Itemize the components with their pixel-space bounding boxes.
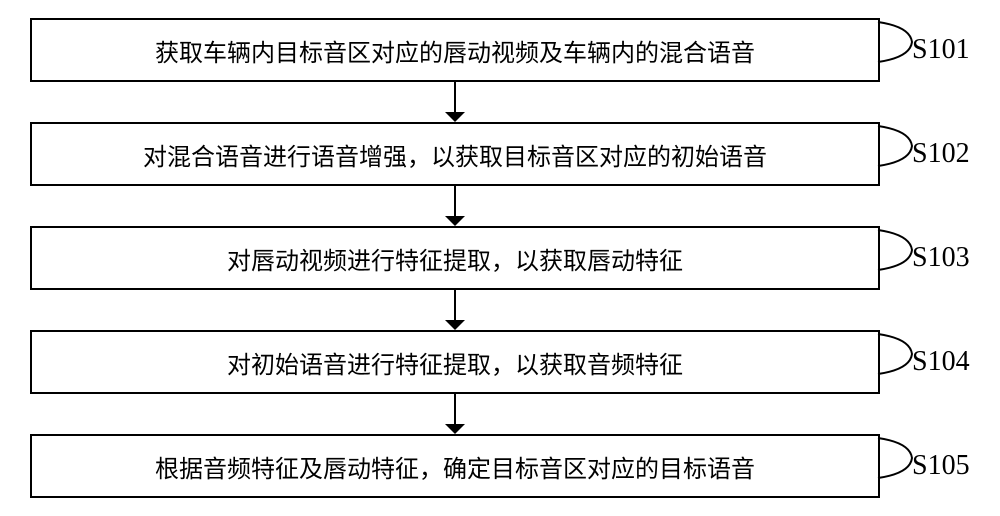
flow-step-text: 获取车辆内目标音区对应的唇动视频及车辆内的混合语音: [155, 33, 755, 68]
flow-step-label-S102: S102: [912, 138, 970, 170]
flow-step-label-S104: S104: [912, 346, 970, 378]
flow-step-text: 根据音频特征及唇动特征，确定目标音区对应的目标语音: [155, 449, 755, 484]
flow-step-label-S101: S101: [912, 34, 970, 66]
connector-curve: [876, 436, 916, 480]
connector-curve: [876, 124, 916, 168]
flow-step-S103: 对唇动视频进行特征提取，以获取唇动特征: [30, 226, 880, 290]
flow-arrow-line: [454, 82, 456, 112]
flow-step-text: 对初始语音进行特征提取，以获取音频特征: [227, 345, 683, 380]
flow-step-S105: 根据音频特征及唇动特征，确定目标音区对应的目标语音: [30, 434, 880, 498]
flow-arrow-line: [454, 186, 456, 216]
flow-step-text: 对唇动视频进行特征提取，以获取唇动特征: [227, 241, 683, 276]
flow-arrow-head: [445, 216, 465, 226]
flow-arrow-head: [445, 112, 465, 122]
flow-arrow-line: [454, 290, 456, 320]
flow-step-label-S105: S105: [912, 450, 970, 482]
flow-step-label-S103: S103: [912, 242, 970, 274]
connector-curve: [876, 228, 916, 272]
flow-arrow-line: [454, 394, 456, 424]
connector-curve: [876, 332, 916, 376]
flow-arrow-head: [445, 320, 465, 330]
flow-step-S104: 对初始语音进行特征提取，以获取音频特征: [30, 330, 880, 394]
flow-step-S102: 对混合语音进行语音增强，以获取目标音区对应的初始语音: [30, 122, 880, 186]
flow-step-text: 对混合语音进行语音增强，以获取目标音区对应的初始语音: [143, 137, 767, 172]
flow-arrow-head: [445, 424, 465, 434]
flowchart-canvas: 获取车辆内目标音区对应的唇动视频及车辆内的混合语音 S101 对混合语音进行语音增强…: [0, 0, 1000, 516]
flow-step-S101: 获取车辆内目标音区对应的唇动视频及车辆内的混合语音: [30, 18, 880, 82]
connector-curve: [876, 20, 916, 64]
